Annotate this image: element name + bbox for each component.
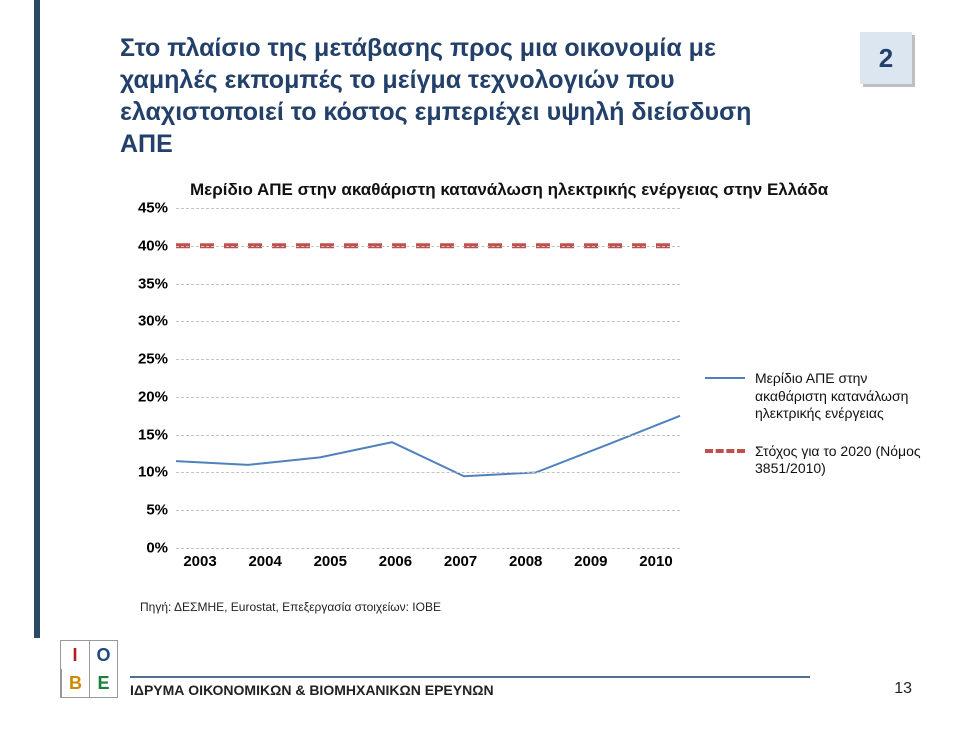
title-line: Στο πλαίσιο της μετάβασης προς μια οικον… bbox=[120, 32, 780, 64]
slide-title: Στο πλαίσιο της μετάβασης προς μια οικον… bbox=[120, 32, 780, 160]
footer-logo: Ι Ο Β Ε bbox=[60, 640, 118, 698]
series-share bbox=[176, 416, 680, 476]
x-tick-label: 2008 bbox=[502, 553, 550, 570]
legend-swatch bbox=[705, 443, 745, 459]
legend-item: Στόχος για το 2020 (Νόμος 3851/2010) bbox=[705, 443, 930, 478]
logo-letter: Ι bbox=[61, 641, 89, 669]
gridline bbox=[176, 321, 680, 322]
chart-title: Μερίδιο ΑΠΕ στην ακαθάριστη κατανάλωση η… bbox=[190, 180, 840, 200]
y-tick-label: 30% bbox=[120, 313, 168, 330]
gridline bbox=[176, 208, 680, 209]
x-tick-label: 2005 bbox=[306, 553, 354, 570]
gridline bbox=[176, 284, 680, 285]
legend-label: Στόχος για το 2020 (Νόμος 3851/2010) bbox=[755, 443, 930, 478]
x-axis-labels: 2003 2004 2005 2006 2007 2008 2009 2010 bbox=[176, 553, 680, 570]
left-accent-bar bbox=[34, 0, 40, 638]
legend: Μερίδιο ΑΠΕ στην ακαθάριστη κατανάλωση η… bbox=[705, 370, 930, 498]
logo-letter: Ο bbox=[89, 641, 117, 669]
gridline bbox=[176, 435, 680, 436]
y-tick-label: 40% bbox=[120, 237, 168, 254]
title-line: ελαχιστοποιεί το κόστος εμπεριέχει υψηλή… bbox=[120, 96, 780, 160]
y-tick-label: 5% bbox=[120, 502, 168, 519]
gridline bbox=[176, 359, 680, 360]
chart-area: 0%5%10%15%20%25%30%35%40%45% 20032004200… bbox=[120, 208, 680, 563]
slide: Στο πλαίσιο της μετάβασης προς μια οικον… bbox=[0, 0, 960, 730]
legend-swatch bbox=[705, 370, 745, 386]
y-tick-label: 0% bbox=[120, 540, 168, 557]
source-line: Πηγή: ΔΕΣΜΗΕ, Eurostat, Επεξεργασία στοι… bbox=[140, 600, 441, 614]
x-tick-label: 2009 bbox=[567, 553, 615, 570]
y-tick-label: 15% bbox=[120, 426, 168, 443]
logo-letter: Ε bbox=[89, 669, 117, 697]
gridline bbox=[176, 548, 680, 549]
slide-number: 2 bbox=[879, 43, 893, 74]
slide-number-badge: 2 bbox=[860, 32, 912, 84]
gridline bbox=[176, 472, 680, 473]
plot-area bbox=[176, 208, 680, 548]
x-tick-label: 2006 bbox=[371, 553, 419, 570]
gridline bbox=[176, 510, 680, 511]
logo-letter: Β bbox=[61, 669, 89, 697]
legend-label: Μερίδιο ΑΠΕ στην ακαθάριστη κατανάλωση η… bbox=[755, 370, 930, 423]
gridline bbox=[176, 397, 680, 398]
gridline bbox=[176, 246, 680, 247]
legend-item: Μερίδιο ΑΠΕ στην ακαθάριστη κατανάλωση η… bbox=[705, 370, 930, 423]
x-tick-label: 2004 bbox=[241, 553, 289, 570]
y-tick-label: 35% bbox=[120, 275, 168, 292]
x-tick-label: 2003 bbox=[176, 553, 224, 570]
y-tick-label: 45% bbox=[120, 200, 168, 217]
y-tick-label: 20% bbox=[120, 388, 168, 405]
footer-org: ΙΔΡΥΜΑ ΟΙΚΟΝΟΜΙΚΩΝ & ΒΙΟΜΗΧΑΝΙΚΩΝ ΕΡΕΥΝΩ… bbox=[130, 676, 810, 698]
y-tick-label: 25% bbox=[120, 351, 168, 368]
x-tick-label: 2010 bbox=[632, 553, 680, 570]
title-line: χαμηλές εκπομπές το μείγμα τεχνολογιών π… bbox=[120, 64, 780, 96]
x-tick-label: 2007 bbox=[437, 553, 485, 570]
y-tick-label: 10% bbox=[120, 464, 168, 481]
plot-svg bbox=[176, 208, 680, 548]
page-number: 13 bbox=[894, 680, 912, 698]
